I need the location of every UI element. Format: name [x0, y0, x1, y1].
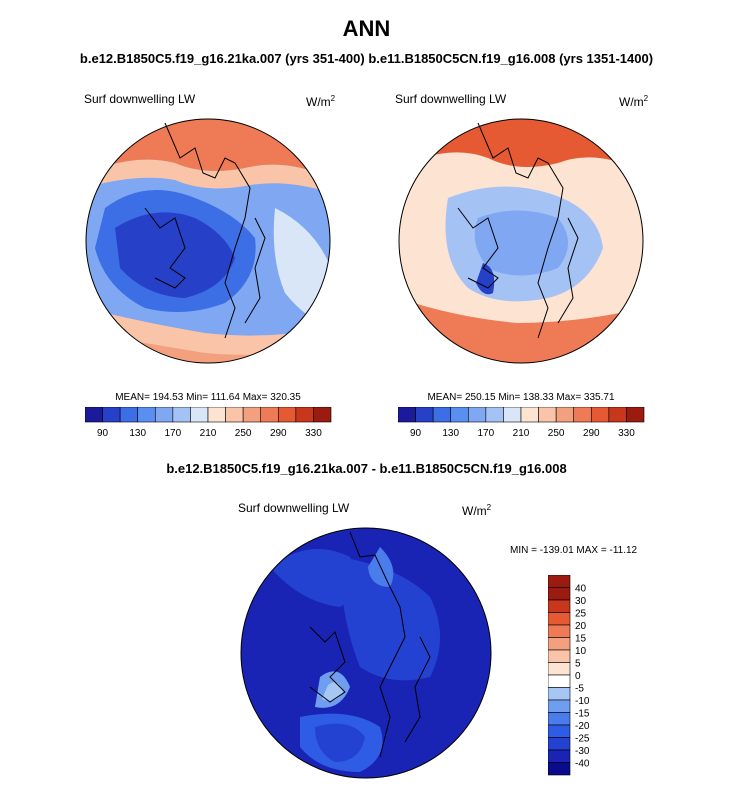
subtitle-right-case: b.e11.B1850C5CN.f19_g16.008 (yrs 1351-14…: [368, 51, 654, 66]
panel1-field-label: Surf downwelling LW: [84, 92, 196, 106]
panel1-colorbar-tick-label: 210: [200, 428, 217, 439]
diff-colorbar-swatch: [548, 749, 571, 763]
panel2-stats: MEAN= 250.15 Min= 138.33 Max= 335.71: [427, 392, 615, 403]
diff-colorbar-tick-label: -5: [575, 684, 584, 695]
diff-colorbar-swatch: [548, 649, 571, 663]
panel2-colorbar-swatch: [450, 407, 469, 423]
panel1-colorbar-swatch: [313, 407, 332, 423]
panel1-colorbar-swatch: [277, 407, 297, 423]
panel2-colorbar-tick-label: 330: [618, 428, 635, 439]
diff-colorbar-tick-label: -25: [575, 734, 590, 745]
diff-colorbar-swatch: [548, 674, 571, 688]
main-title: ANN: [342, 16, 391, 41]
panel1-colorbar-tick-label: 170: [165, 428, 182, 439]
panel2-colorbar-swatch: [503, 407, 522, 423]
panel2-colorbar-tick-label: 170: [478, 428, 495, 439]
diff-colorbar-tick-label: 40: [575, 584, 587, 595]
panel1-colorbar-tick-label: 130: [129, 428, 146, 439]
panel2-colorbar-tick-label: 250: [548, 428, 565, 439]
panel1-colorbar-swatch: [225, 407, 244, 423]
panel2-colorbar-swatch: [485, 407, 504, 423]
panel2-colorbar-swatch: [538, 407, 557, 423]
diff-colorbar-swatch: [548, 687, 571, 701]
panel1-colorbar-swatch: [85, 407, 103, 423]
diff-colorbar-tick-label: -20: [575, 721, 590, 732]
panel2-colorbar: 90130170210250290330370: [398, 407, 645, 439]
diff-colorbar-swatch: [548, 762, 571, 776]
diff-colorbar-swatch: [548, 612, 571, 626]
panel2-colorbar-swatch: [590, 407, 610, 423]
panel1-colorbar-swatch: [154, 407, 174, 423]
subtitle: b.e12.B1850C5.f19_g16.21ka.007 (yrs 351-…: [0, 51, 733, 66]
diff-colorbar-tick-label: 0: [575, 671, 581, 682]
panel2-colorbar-swatch: [398, 407, 416, 423]
diff-colorbar-swatch: [548, 575, 571, 588]
panel2-colorbar-tick-label: 210: [513, 428, 530, 439]
panel1-colorbar-swatch: [242, 407, 262, 423]
diff-colorbar-tick-label: 15: [575, 634, 587, 645]
diff-colorbar-tick-label: -10: [575, 696, 590, 707]
panel2-colorbar-swatch: [415, 407, 434, 423]
panel2-colorbar-swatch: [573, 407, 592, 423]
panel1-stats: MEAN= 194.53 Min= 111.64 Max= 320.35: [115, 392, 301, 403]
panel1-colorbar-swatch: [260, 407, 279, 423]
panel1-colorbar-tick-label: 250: [235, 428, 252, 439]
panel2-colorbar-swatch: [608, 407, 627, 423]
panel2-field-label: Surf downwelling LW: [395, 92, 507, 106]
diff-colorbar-tick-label: 20: [575, 621, 587, 632]
diff-colorbar-swatch: [548, 662, 571, 676]
diff-stats: MIN = -139.01 MAX = -11.12: [510, 545, 638, 556]
diff-colorbar-tick-label: 30: [575, 596, 587, 607]
panel1-colorbar-tick-label: 290: [270, 428, 287, 439]
diff-field-label: Surf downwelling LW: [238, 501, 350, 515]
panel1-unit: W/m2: [306, 94, 336, 109]
diff-colorbar-tick-label: 25: [575, 609, 587, 620]
panel1-colorbar-swatch: [137, 407, 156, 423]
diff-colorbar-swatch: [548, 624, 571, 638]
panel1-colorbar-swatch: [190, 407, 209, 423]
diff-colorbar-swatch: [548, 712, 571, 726]
diff-colorbar-swatch: [548, 737, 571, 751]
diff-colorbar-swatch: [548, 699, 571, 713]
diff-polar-map: [240, 527, 492, 779]
panel2-colorbar-tick-label: 130: [442, 428, 459, 439]
panel1-colorbar-tick-label: 330: [305, 428, 322, 439]
diff-colorbar-tick-label: -40: [575, 759, 590, 770]
diff-colorbar-tick-label: 10: [575, 646, 587, 657]
panel2-unit: W/m2: [619, 94, 649, 109]
diff-colorbar-swatch: [548, 587, 571, 601]
panel2-colorbar-swatch: [626, 407, 645, 423]
panel2-polar-map: [398, 118, 644, 364]
subtitle-left-case: b.e12.B1850C5.f19_g16.21ka.007 (yrs 351-…: [79, 51, 365, 66]
panel1-colorbar: 90130170210250290330370: [85, 407, 332, 439]
diff-colorbar-swatch: [548, 637, 571, 651]
diff-colorbar-tick-label: -30: [575, 746, 590, 757]
panel1-colorbar-swatch: [295, 407, 314, 423]
panel1-colorbar-swatch: [172, 407, 191, 423]
panel2-colorbar-swatch: [555, 407, 575, 423]
diff-colorbar-tick-label: -15: [575, 709, 590, 720]
panel2-colorbar-tick-label: 90: [410, 428, 422, 439]
diff-colorbar-tick-label: 5: [575, 659, 581, 670]
panel1-polar-map: [85, 118, 331, 364]
diff-colorbar-swatch: [548, 724, 571, 738]
diff-unit: W/m2: [462, 503, 492, 518]
difference-title: b.e12.B1850C5.f19_g16.21ka.007 - b.e11.B…: [166, 461, 567, 476]
panel1-colorbar-swatch: [119, 407, 139, 423]
panel2-colorbar-swatch: [520, 407, 539, 423]
panel1-colorbar-swatch: [207, 407, 226, 423]
panel2-colorbar-tick-label: 290: [583, 428, 600, 439]
panel2-colorbar-swatch: [467, 407, 487, 423]
panel2-colorbar-swatch: [432, 407, 452, 423]
diff-colorbar-swatch: [548, 599, 571, 613]
panel1-colorbar-swatch: [102, 407, 121, 423]
panel1-colorbar-tick-label: 90: [97, 428, 109, 439]
